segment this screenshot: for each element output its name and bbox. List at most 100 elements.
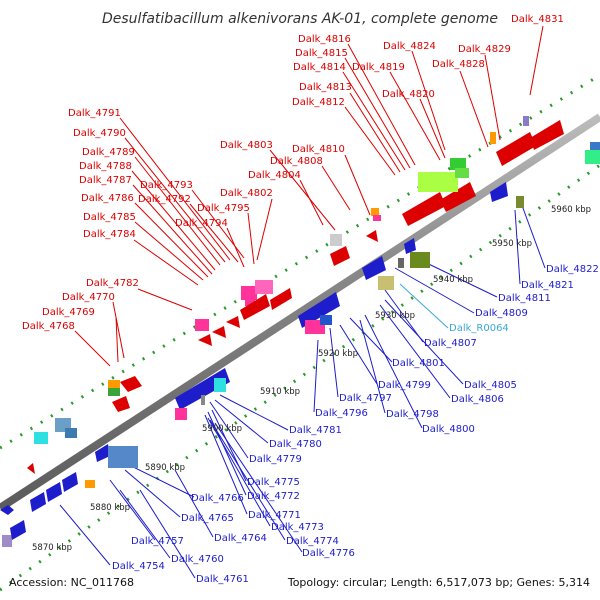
gene-box: [195, 319, 209, 331]
gene-arrow: [95, 444, 110, 462]
gene-label: Dalk_4824: [383, 41, 436, 52]
gene-box: [320, 315, 332, 325]
gene-label: Dalk_4811: [498, 293, 551, 304]
gene-label: Dalk_4771: [248, 510, 301, 521]
gene-box: [490, 132, 496, 144]
gene-arrow: [112, 396, 130, 412]
gene-label: Dalk_4757: [131, 536, 184, 547]
gene-label: Dalk_R0064: [449, 323, 509, 334]
gene-label: Dalk_4769: [42, 307, 95, 318]
reverse-gene-labels: Dalk_4822 Dalk_4821 Dalk_4811 Dalk_4809 …: [112, 264, 599, 585]
gene-label: Dalk_4785: [83, 212, 136, 223]
gene-label: Dalk_4810: [292, 144, 345, 155]
gene-box: [175, 408, 187, 420]
gene-label: Dalk_4796: [315, 408, 368, 419]
gene-label: Dalk_4792: [138, 194, 191, 205]
gene-label: Dalk_4774: [286, 536, 339, 547]
gene-label: Dalk_4829: [458, 44, 511, 55]
gene-label: Dalk_4822: [546, 264, 599, 275]
gene-box: [398, 258, 404, 268]
gene-arrow: [120, 376, 142, 392]
gene-label: Dalk_4784: [83, 229, 136, 240]
gene-box: [590, 142, 600, 150]
gene-box: [255, 280, 273, 294]
gene-label: Dalk_4765: [181, 513, 234, 524]
gene-label: Dalk_4764: [214, 533, 267, 544]
leader-lines-forward: [74, 25, 544, 367]
gene-arrow: [496, 132, 536, 166]
gene-arrow: [298, 292, 340, 328]
gene-arrow: [27, 463, 35, 474]
gene-label: Dalk_4794: [175, 218, 228, 229]
gene-arrow: [362, 256, 386, 280]
gene-box: [371, 208, 379, 216]
gene-label: Dalk_4782: [86, 278, 139, 289]
gene-label: Dalk_4772: [247, 491, 300, 502]
gene-label: Dalk_4795: [197, 203, 250, 214]
kbp-tick: 5910 kbp: [260, 387, 300, 397]
kbp-tick: 5920 kbp: [318, 349, 358, 359]
gene-label: Dalk_4799: [378, 380, 431, 391]
kbp-tick: 5950 kbp: [492, 239, 532, 249]
gene-box: [330, 234, 342, 246]
gene-label: Dalk_4793: [140, 180, 193, 191]
gene-label: Dalk_4807: [424, 338, 477, 349]
gene-box: [373, 215, 381, 221]
kbp-tick: 5930 kbp: [375, 311, 415, 321]
gene-box: [214, 378, 226, 392]
gene-box: [585, 150, 600, 164]
gene-arrow: [366, 230, 378, 242]
leader-lines-reverse: [59, 199, 546, 579]
gene-box: [201, 395, 205, 405]
gene-arrow: [240, 294, 270, 320]
gene-box: [2, 535, 12, 547]
gene-arrow: [0, 505, 14, 515]
gene-label: Dalk_4801: [392, 358, 445, 369]
reverse-genes: [2, 182, 524, 547]
gene-label: Dalk_4815: [295, 48, 348, 59]
gene-arrow: [46, 482, 62, 502]
gene-label: Dalk_4816: [298, 34, 351, 45]
gene-label: Dalk_4813: [299, 82, 352, 93]
kbp-tick: 5870 kbp: [32, 543, 72, 553]
gene-label: Dalk_4831: [511, 14, 564, 25]
gene-label: Dalk_4776: [302, 548, 355, 559]
gene-box: [34, 432, 48, 444]
gene-label: Dalk_4754: [112, 561, 165, 572]
gene-label: Dalk_4779: [249, 454, 302, 465]
kbp-tick: 5890 kbp: [145, 463, 185, 473]
gene-arrow: [30, 492, 46, 512]
gene-arrow: [402, 192, 446, 226]
gene-label: Dalk_4766: [191, 493, 244, 504]
gene-arrow: [226, 316, 240, 328]
gene-label: Dalk_4760: [171, 554, 224, 565]
gene-label: Dalk_4798: [386, 409, 439, 420]
kbp-ticks: 5870 kbp 5880 kbp 5890 kbp 5900 kbp 5910…: [32, 205, 591, 553]
gene-arrow: [62, 472, 78, 492]
gene-label: Dalk_4804: [248, 170, 301, 181]
genome-stats-text: Topology: circular; Length: 6,517,073 bp…: [287, 576, 590, 589]
gene-box: [455, 168, 469, 178]
gene-label: Dalk_4780: [269, 439, 322, 450]
gene-label: Dalk_4768: [22, 321, 75, 332]
gene-label: Dalk_4820: [382, 89, 435, 100]
gene-label: Dalk_4773: [271, 522, 324, 533]
gene-label: Dalk_4821: [521, 280, 574, 291]
genome-backbone: [0, 113, 600, 512]
gene-label: Dalk_4787: [79, 175, 132, 186]
gene-arrow: [440, 182, 476, 212]
gene-box: [241, 286, 257, 300]
kbp-tick: 5960 kbp: [551, 205, 591, 215]
gene-label: Dalk_4800: [422, 424, 475, 435]
gene-arrow: [330, 246, 350, 266]
gene-box: [516, 196, 524, 208]
gene-arrow: [490, 182, 508, 202]
gene-box: [108, 380, 120, 388]
gene-box: [85, 480, 95, 488]
kbp-tick: 5940 kbp: [433, 275, 473, 285]
gene-label: Dalk_4791: [68, 108, 121, 119]
gene-box: [245, 298, 255, 306]
gene-box: [410, 252, 430, 268]
